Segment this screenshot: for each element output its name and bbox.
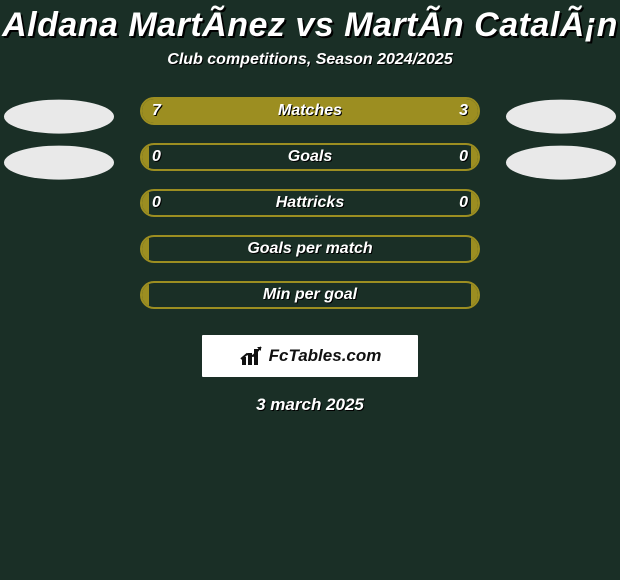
- stat-row: Min per goal: [0, 281, 620, 327]
- stat-label: Hattricks: [142, 191, 478, 215]
- stat-bar-left-fill: [142, 191, 149, 215]
- brand-name: FcTables.com: [269, 346, 382, 366]
- team-badge-left: [4, 146, 114, 180]
- stat-bar: Min per goal: [140, 281, 480, 309]
- stat-row: Goals00: [0, 143, 620, 189]
- team-badge-left: [4, 100, 114, 134]
- comparison-infographic: Aldana MartÃ­nez vs MartÃ­n CatalÃ¡n Clu…: [0, 0, 620, 415]
- stat-rows: Matches73Goals00Hattricks00Goals per mat…: [0, 97, 620, 327]
- stat-bar: Goals: [140, 143, 480, 171]
- stat-bar-right-fill: [377, 99, 478, 123]
- stat-label: Min per goal: [142, 283, 478, 307]
- stat-bar-left-fill: [142, 283, 149, 307]
- stat-bar: Matches: [140, 97, 480, 125]
- stat-bar-left-fill: [142, 237, 149, 261]
- snapshot-date: 3 march 2025: [0, 377, 620, 415]
- stat-row: Matches73: [0, 97, 620, 143]
- stat-label: Goals: [142, 145, 478, 169]
- subtitle: Club competitions, Season 2024/2025: [0, 51, 620, 97]
- team-badge-right: [506, 100, 616, 134]
- page-title: Aldana MartÃ­nez vs MartÃ­n CatalÃ¡n: [0, 4, 620, 51]
- team-badge-right: [506, 146, 616, 180]
- chart-icon: [239, 345, 265, 367]
- stat-bar-left-fill: [142, 99, 377, 123]
- brand-attribution: FcTables.com: [202, 335, 418, 377]
- stat-bar-right-fill: [471, 191, 478, 215]
- stat-bar-left-fill: [142, 145, 149, 169]
- stat-bar: Goals per match: [140, 235, 480, 263]
- stat-bar-right-fill: [471, 283, 478, 307]
- stat-label: Goals per match: [142, 237, 478, 261]
- stat-bar-right-fill: [471, 237, 478, 261]
- stat-bar: Hattricks: [140, 189, 480, 217]
- stat-row: Hattricks00: [0, 189, 620, 235]
- stat-bar-right-fill: [471, 145, 478, 169]
- stat-row: Goals per match: [0, 235, 620, 281]
